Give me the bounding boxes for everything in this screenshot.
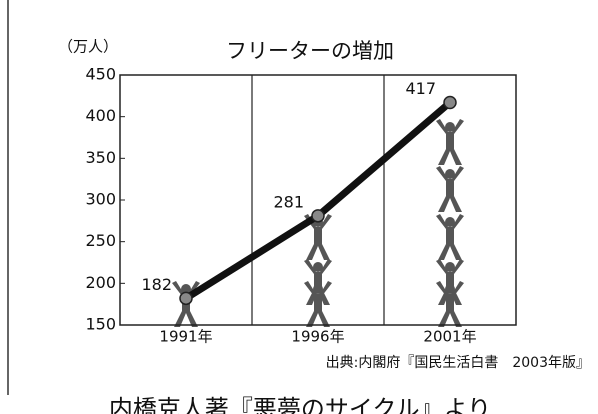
chart: （万人） フリーターの増加 出典:内閣府『国民生活白書 2003年版』 内橋克人… bbox=[0, 0, 598, 414]
source: 出典:内閣府『国民生活白書 2003年版』 bbox=[326, 355, 590, 371]
pictograms bbox=[172, 119, 464, 327]
value-label: 182 bbox=[141, 275, 172, 294]
y-tick-label: 450 bbox=[85, 65, 116, 84]
marker bbox=[312, 210, 324, 222]
marker bbox=[444, 97, 456, 109]
caption: 内橋克人著『悪夢のサイクル』より bbox=[109, 395, 491, 414]
y-tick-label: 350 bbox=[85, 148, 116, 167]
x-tick-label: 1991年 bbox=[159, 328, 212, 346]
y-tick-label: 250 bbox=[85, 231, 116, 250]
x-tick-label: 2001年 bbox=[423, 328, 476, 346]
y-unit: （万人） bbox=[58, 38, 118, 56]
y-tick-label: 400 bbox=[85, 106, 116, 125]
x-tick-label: 1996年 bbox=[291, 328, 344, 346]
marker bbox=[180, 292, 192, 304]
y-tick-label: 300 bbox=[85, 190, 116, 209]
page: {"chart_data": {"type": "line", "title":… bbox=[0, 0, 598, 414]
y-tick-label: 200 bbox=[85, 273, 116, 292]
chart-title: フリーターの増加 bbox=[226, 39, 394, 63]
value-label: 417 bbox=[405, 79, 436, 98]
value-label: 281 bbox=[273, 192, 304, 211]
y-tick-label: 150 bbox=[85, 315, 116, 334]
